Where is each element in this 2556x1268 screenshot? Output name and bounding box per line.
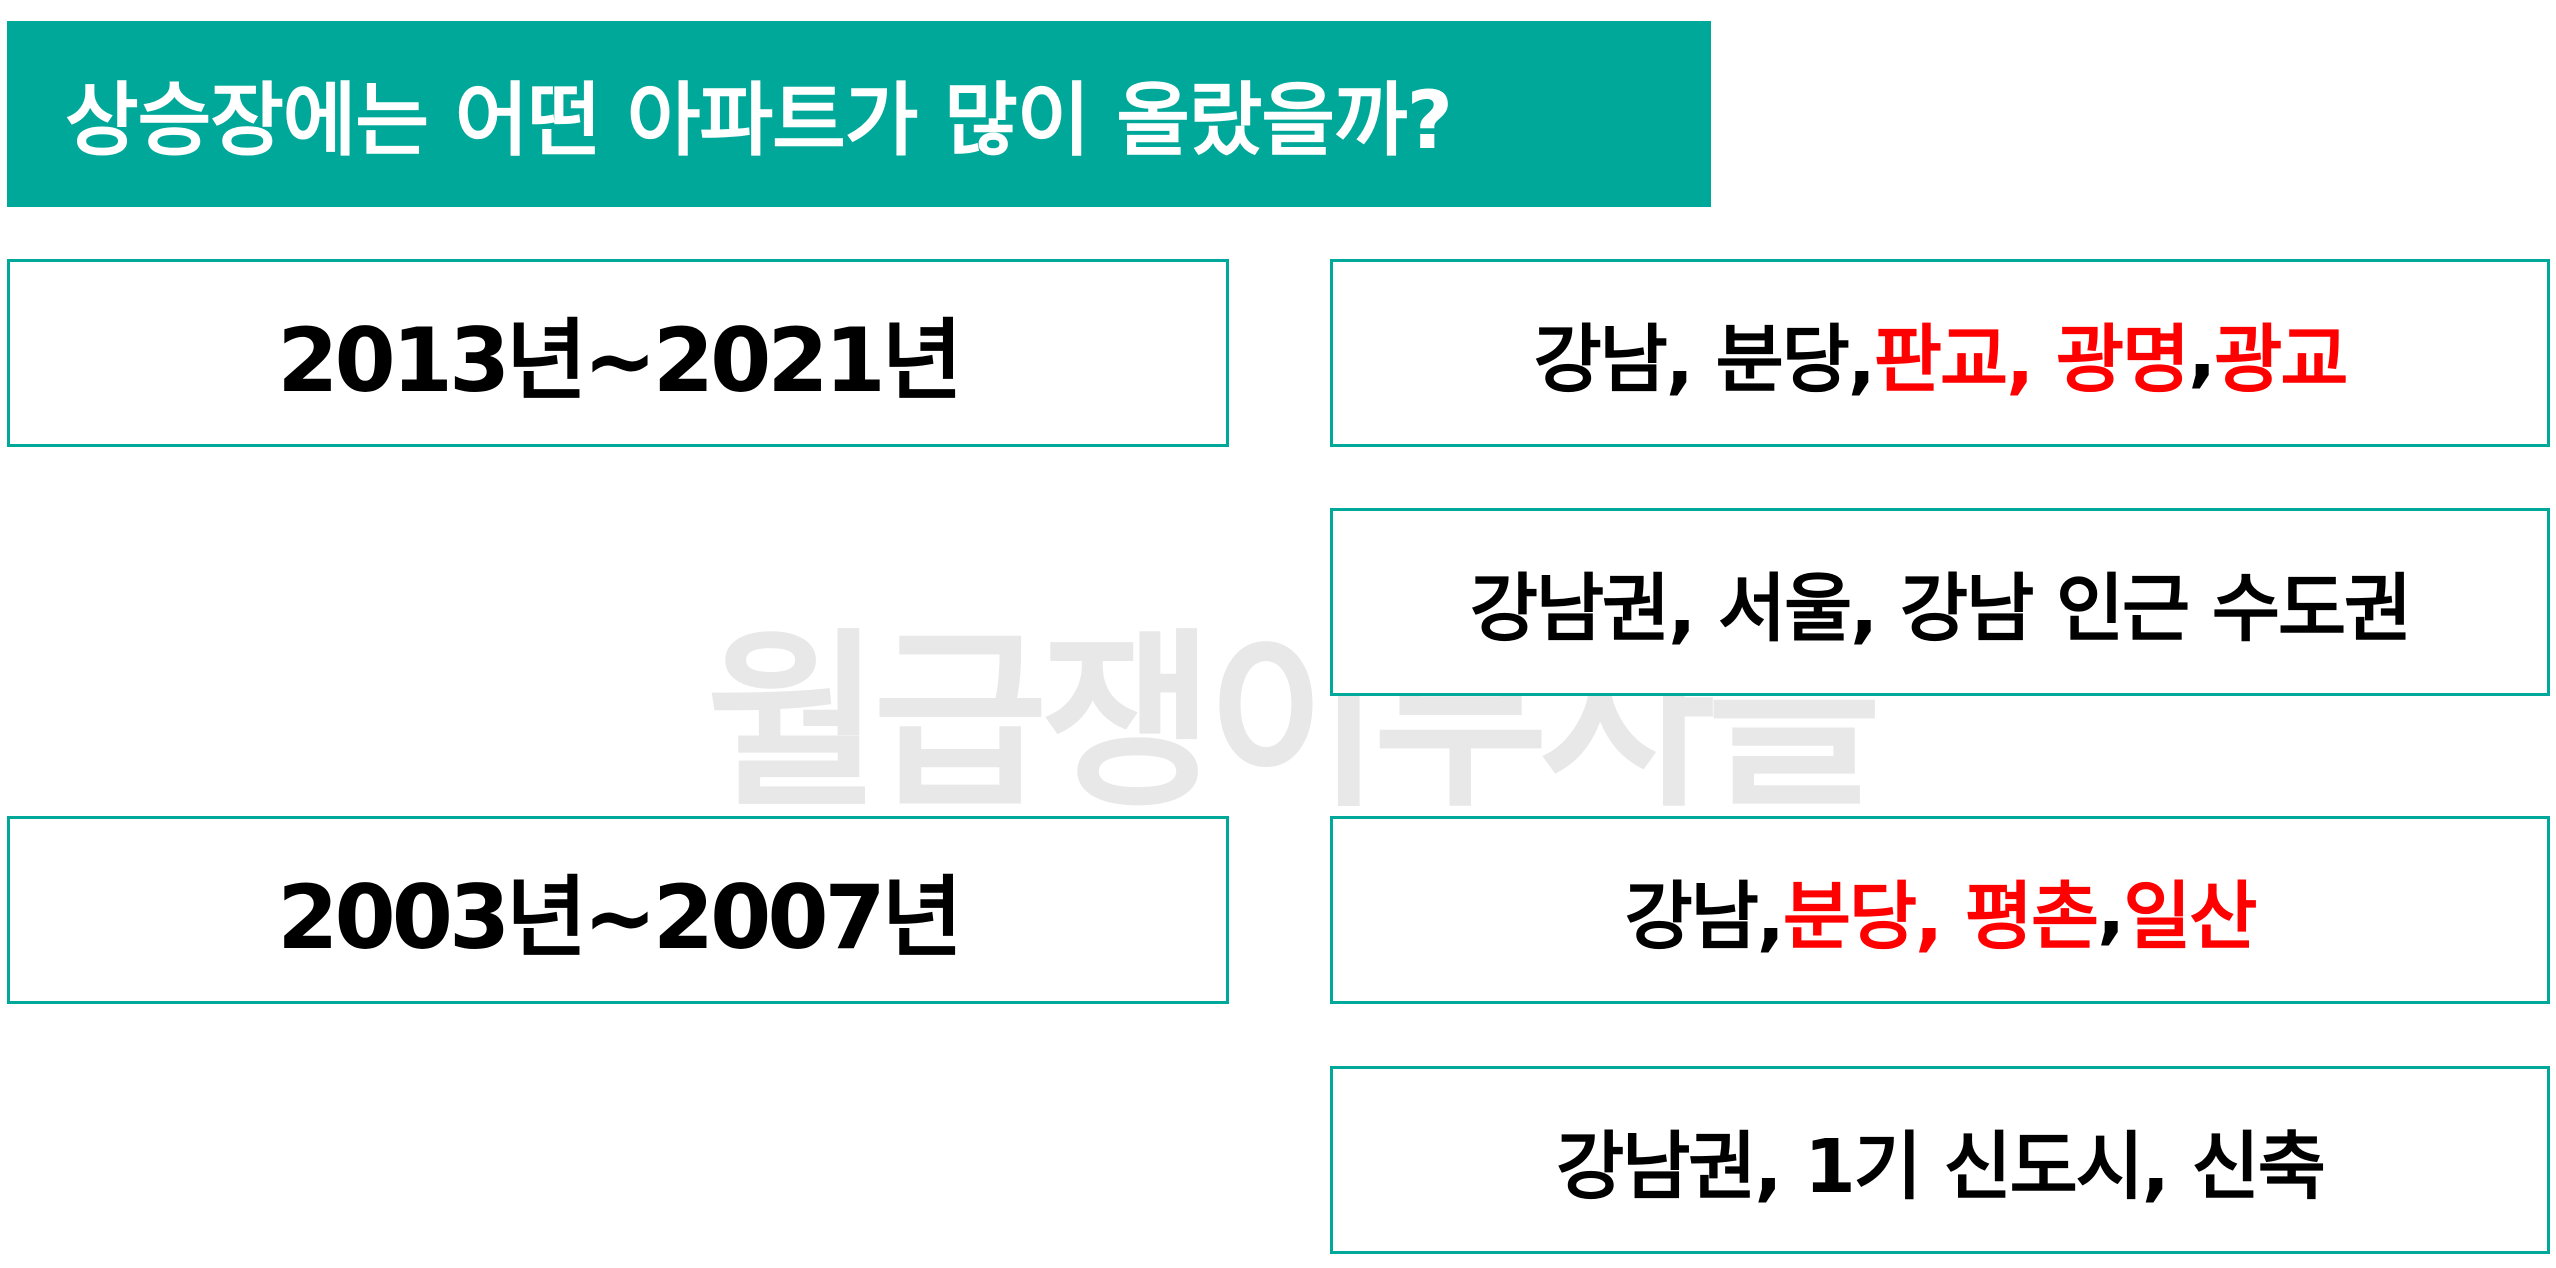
period-box-2003-2007: 2003년~2007년 — [7, 816, 1229, 1004]
title-banner: 상승장에는 어떤 아파트가 많이 올랐을까? — [7, 21, 1711, 207]
period-label-2013-2021: 2013년~2021년 — [277, 308, 962, 412]
summary-box-2003-2007: 강남권, 1기 신도시, 신축 — [1330, 1066, 2550, 1254]
highlighted-area-text: 판교, 광명 — [1873, 316, 2190, 403]
highlighted-area-text: 광교 — [2214, 316, 2348, 403]
summary-text: 강남권, 서울, 강남 인근 수도권 — [1469, 565, 2412, 652]
rising-areas-2003-2007: 강남, 분당, 평촌, 일산 — [1330, 816, 2550, 1004]
area-text: 강남, — [1624, 873, 1785, 960]
area-separator: , — [2188, 310, 2216, 396]
period-label-2003-2007: 2003년~2007년 — [277, 865, 962, 969]
summary-box-2013-2021: 강남권, 서울, 강남 인근 수도권 — [1330, 508, 2550, 696]
highlighted-area-text: 분당, 평촌 — [1782, 873, 2099, 960]
rising-areas-2013-2021: 강남, 분당, 판교, 광명, 광교 — [1330, 259, 2550, 447]
page-title: 상승장에는 어떤 아파트가 많이 올랐을까? — [65, 74, 1453, 167]
area-text: 강남, 분당, — [1533, 316, 1876, 403]
area-separator: , — [2097, 867, 2125, 953]
highlighted-area-text: 일산 — [2123, 873, 2257, 960]
summary-text: 강남권, 1기 신도시, 신축 — [1556, 1123, 2326, 1210]
period-box-2013-2021: 2013년~2021년 — [7, 259, 1229, 447]
